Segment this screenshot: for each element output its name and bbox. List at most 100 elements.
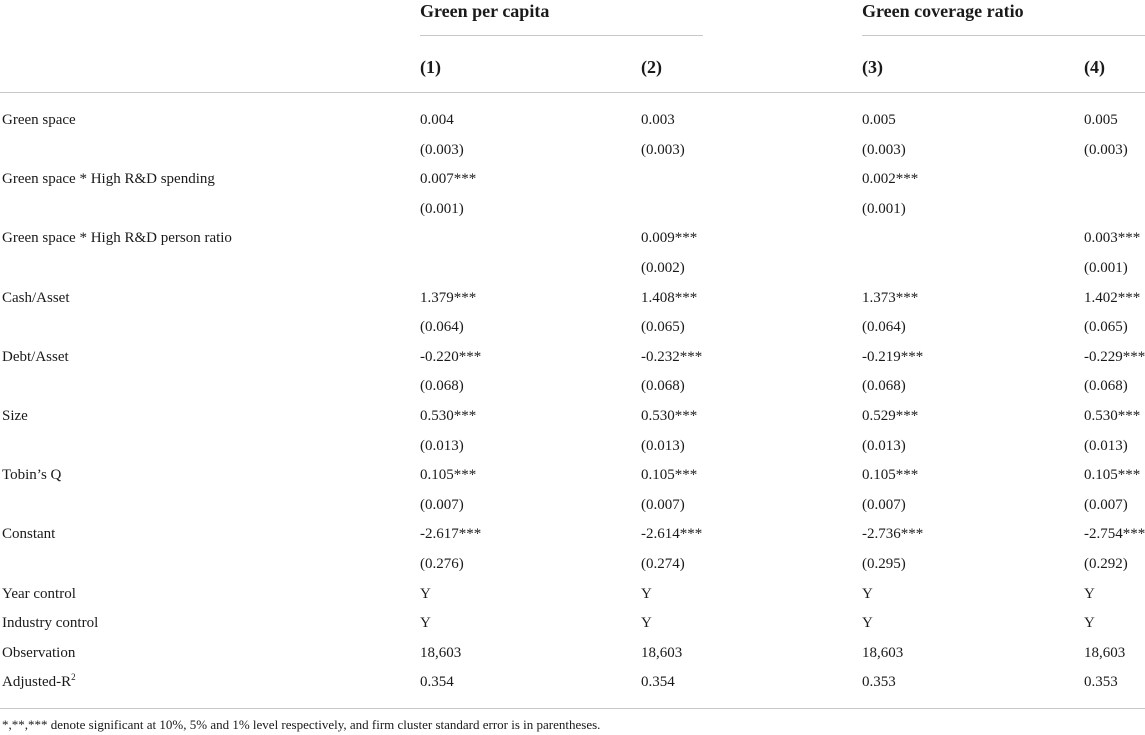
table-cell: -0.219***: [862, 348, 924, 365]
column-header-2: (2): [641, 57, 662, 77]
table-row: (0.013) (0.013) (0.013) (0.013): [0, 432, 1145, 462]
row-label-text: Green space: [2, 112, 76, 128]
row-label-text: Green space * High R&D spending: [2, 171, 215, 188]
row-label: Cash/Asset: [2, 284, 70, 314]
table-cell: 0.105***: [420, 467, 477, 484]
table-cell: 0.354: [641, 674, 675, 691]
header-divider: [0, 92, 1145, 93]
column-header-3: (3): [862, 57, 883, 77]
table-cell: 0.529***: [862, 408, 919, 424]
table-cell: (0.065): [1084, 319, 1128, 336]
table-cell: (0.007): [862, 496, 906, 513]
row-label: Debt/Asset: [2, 343, 69, 373]
table-row: Tobin’s Q 0.105*** 0.105*** 0.105*** 0.105**…: [0, 461, 1145, 491]
table-cell: 0.353: [1084, 674, 1118, 691]
table-cell: (0.064): [420, 319, 464, 336]
row-label-superscript: 2: [71, 672, 76, 683]
table-row: Observation 18,603 18,603 18,603 18,603: [0, 639, 1145, 669]
table-row: (0.001) (0.001): [0, 195, 1145, 225]
row-label-text: Industry control: [2, 615, 99, 632]
table-cell: 1.402***: [1084, 289, 1141, 306]
table-cell: 0.530***: [420, 408, 477, 424]
table-row: (0.068) (0.068) (0.068) (0.068): [0, 372, 1145, 402]
group-rule-green-coverage-ratio: [862, 35, 1145, 36]
table-row: Constant -2.617*** -2.614*** -2.736*** -2.75…: [0, 520, 1145, 550]
table-row: (0.003) (0.003) (0.003) (0.003): [0, 136, 1145, 166]
table-cell: (0.003): [641, 141, 685, 158]
table-cell: 0.530***: [641, 408, 698, 424]
group-title-green-per-capita: Green per capita: [420, 1, 550, 21]
row-label-text: Constant: [2, 526, 56, 543]
table-row: Cash/Asset 1.379*** 1.408*** 1.373*** 1.402*…: [0, 284, 1145, 314]
table-row: (0.064) (0.065) (0.064) (0.065): [0, 313, 1145, 343]
table-cell: 0.105***: [862, 467, 919, 484]
table-cell: 18,603: [862, 644, 904, 661]
table-cell: 0.105***: [641, 467, 698, 484]
row-label-text: Year control: [2, 585, 76, 602]
table-cell: 18,603: [420, 644, 462, 661]
column-header-1: (1): [420, 57, 441, 77]
table-cell: -2.736***: [862, 526, 924, 543]
table-cell: 0.530***: [1084, 408, 1141, 424]
table-row: Size 0.530*** 0.530*** 0.529*** 0.530***: [0, 402, 1145, 432]
table-cell: (0.064): [862, 319, 906, 336]
table-cell: (0.003): [1084, 141, 1128, 158]
table-cell: (0.292): [1084, 556, 1128, 572]
table-cell: 0.353: [862, 674, 896, 691]
group-title-green-coverage-ratio: Green coverage ratio: [862, 1, 1024, 21]
table-row: Debt/Asset -0.220*** -0.232*** -0.219*** -0.…: [0, 343, 1145, 373]
table-cell: 0.004: [420, 112, 454, 128]
table-cell: -2.617***: [420, 526, 482, 543]
table-footnote: *,**,*** denote significant at 10%, 5% a…: [2, 717, 601, 732]
table-cell: 0.005: [1084, 112, 1118, 128]
row-label: Year control: [2, 580, 76, 610]
table-cell: (0.068): [420, 378, 464, 395]
table-cell: (0.007): [1084, 496, 1128, 513]
table-cell: Y: [641, 615, 652, 632]
table-row: Industry control Y Y Y Y: [0, 609, 1145, 639]
table-cell: Y: [862, 585, 873, 602]
table-cell: 1.408***: [641, 289, 698, 306]
table-cell: -0.220***: [420, 348, 482, 365]
table-cell: 0.354: [420, 674, 454, 691]
table-cell: (0.013): [1084, 437, 1128, 454]
row-label: Green space * High R&D spending: [2, 165, 215, 195]
table-cell: 0.105***: [1084, 467, 1141, 484]
table-cell: Y: [641, 585, 652, 602]
row-label: Adjusted-R2: [2, 668, 76, 698]
row-label: Industry control: [2, 609, 98, 639]
row-label: Green space * High R&D person ratio: [2, 224, 232, 254]
table-row: Year control Y Y Y Y: [0, 580, 1145, 610]
table-cell: 0.005: [862, 112, 896, 128]
table-cell: (0.001): [1084, 260, 1128, 276]
table-cell: (0.001): [420, 200, 464, 217]
row-label: Size: [2, 402, 28, 432]
table-cell: 1.373***: [862, 289, 919, 306]
table-row: (0.002) (0.001): [0, 254, 1145, 284]
table-cell: 18,603: [641, 644, 683, 661]
table-row: Green space * High R&D spending 0.007*** 0…: [0, 165, 1145, 195]
row-label: Observation: [2, 639, 75, 669]
row-label: Constant: [2, 520, 55, 550]
table-cell: (0.013): [862, 437, 906, 454]
table-cell: 0.007***: [420, 171, 477, 188]
table-cell: Y: [420, 585, 431, 602]
table-cell: 1.379***: [420, 289, 477, 306]
table-row: (0.007) (0.007) (0.007) (0.007): [0, 491, 1145, 521]
row-label: Green space: [2, 106, 76, 136]
table-cell: 18,603: [1084, 644, 1126, 661]
table-cell: (0.013): [420, 437, 464, 454]
table-cell: (0.065): [641, 319, 685, 336]
table-cell: (0.274): [641, 556, 685, 572]
row-label-text: Debt/Asset: [2, 348, 69, 365]
row-label-text: Tobin’s Q: [2, 467, 62, 484]
row-label-text: Observation: [2, 644, 76, 661]
table-cell: (0.003): [862, 141, 906, 158]
table-cell: -0.229***: [1084, 348, 1145, 365]
row-label-text: Green space * High R&D person ratio: [2, 230, 232, 247]
table-cell: (0.295): [862, 556, 906, 572]
row-label-text: Size: [2, 408, 28, 424]
table-cell: 0.003***: [1084, 230, 1141, 247]
footer-divider: [0, 708, 1145, 709]
table-row: Green space * High R&D person ratio 0.009…: [0, 224, 1145, 254]
